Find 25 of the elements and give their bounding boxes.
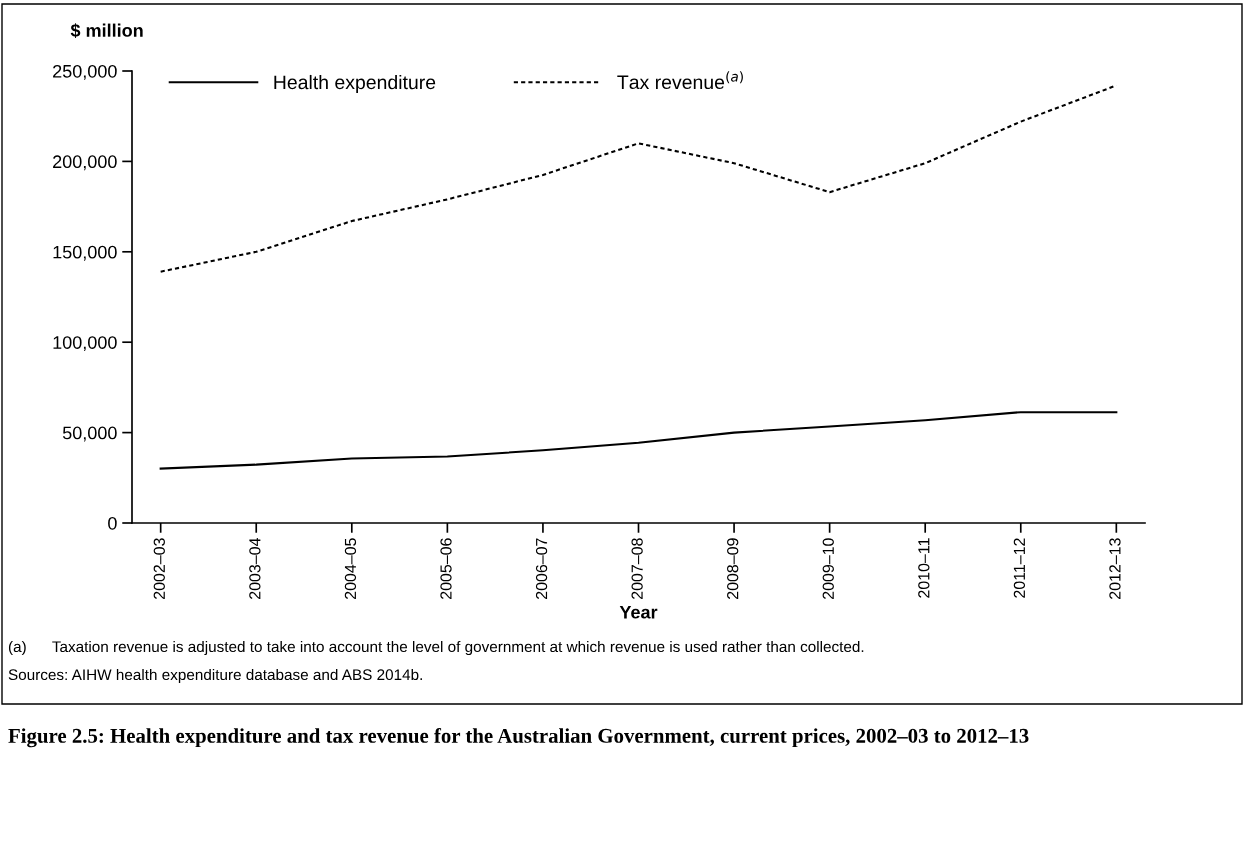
x-tick-label: 2012–13 — [1109, 538, 1121, 599]
x-tick-label: 2002–03 — [153, 538, 165, 599]
x-tick-label: 2008–09 — [727, 538, 739, 599]
x-tick-label: 2007–08 — [631, 538, 643, 599]
x-axis-title: Year — [619, 605, 658, 619]
y-tick-label: 200,000 — [53, 155, 117, 171]
y-tick-label: 150,000 — [53, 245, 117, 261]
x-tick-label: 2004–05 — [344, 538, 357, 599]
y-tick-label: 50,000 — [62, 426, 117, 442]
x-tick-label: 2011–12 — [1013, 538, 1026, 598]
x-tick-label: 2003–04 — [249, 538, 261, 599]
x-tick-label: 2010–11 — [918, 538, 930, 598]
text: Figure 2.5: Health expenditure and tax revenue for the Australian Government, current prices, 2002–03 to 2012–13 — [8, 728, 1029, 748]
x-tick-label: 2009–10 — [822, 538, 834, 599]
legend-label: Health expenditure — [274, 74, 436, 94]
y-tick-label: 100,000 — [53, 336, 117, 352]
line-series — [159, 411, 1118, 470]
y-tick-label: 250,000 — [53, 64, 117, 80]
legend-label: Tax revenue$^{(a)}$ — [617, 71, 743, 90]
x-tick-label: 2006–07 — [535, 538, 548, 599]
x-tick-label: 2005–06 — [440, 538, 452, 599]
source-note: Sources: AIHW health expenditure database and ABS 2014b. — [8, 668, 422, 684]
y-axis-title: $ million — [70, 23, 143, 39]
text: (a) Taxation revenue is adjusted to take into account the level of government at which revenue is used rather than collected. — [8, 640, 864, 656]
y-tick-label: 0 — [108, 516, 117, 530]
